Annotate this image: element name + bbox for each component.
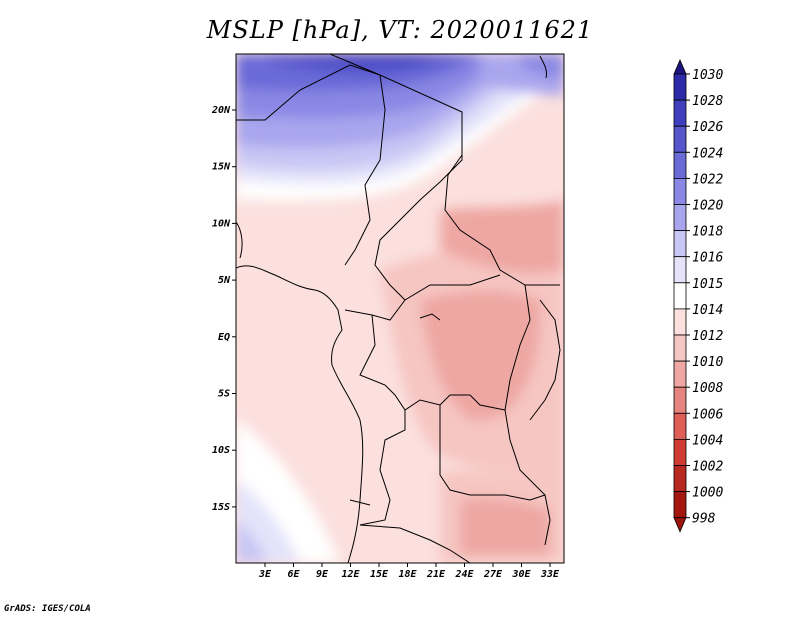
colorbar-label: 1016 [692, 251, 723, 266]
lat-tick-label: 5N [218, 275, 231, 286]
lon-tick-label: 15E [370, 569, 389, 580]
lat-tick-label: EQ [218, 332, 230, 343]
colorbar-label: 1002 [692, 460, 723, 475]
field-shading [236, 54, 564, 563]
colorbar-segment [673, 386, 687, 414]
border-segment-9 [439, 405, 546, 501]
lon-tick-label: 3E [258, 569, 272, 580]
colorbar-segment [673, 465, 687, 493]
river-mark-1 [419, 313, 441, 321]
lat-tick-label: 20N [211, 105, 231, 116]
border-segment-8 [359, 410, 406, 526]
colorbar-segment [673, 491, 687, 519]
colorbar-label: 1026 [692, 120, 723, 135]
lat-tick-label: 10S [212, 445, 230, 456]
colorbar: 1030 1028 1026 1024 1022 1020 1018 1016 1015 1014… [673, 58, 723, 533]
border-segment-6 [344, 299, 406, 321]
longitude-axis: 3E 6E 9E 12E 15E 18E 21E 24E 27E 30E 33E [258, 563, 560, 580]
colorbar-label: 998 [692, 512, 716, 527]
colorbar-segment [673, 204, 687, 232]
colorbar-label: 1014 [692, 303, 723, 318]
map-frame [235, 53, 565, 564]
lon-tick-label: 27E [483, 569, 503, 580]
colorbar-segment [673, 151, 687, 179]
border-segment-3 [344, 74, 386, 266]
colorbar-segment [673, 438, 687, 466]
lon-tick-label: 12E [341, 569, 360, 580]
lat-tick-label: 5S [218, 389, 230, 400]
colorbar-segment [673, 282, 687, 310]
colorbar-label: 1004 [692, 433, 723, 448]
lat-tick-label: 15N [212, 162, 231, 173]
colorbar-segment [673, 73, 687, 101]
colorbar-label: 1018 [692, 225, 723, 240]
colorbar-label: 1008 [692, 381, 723, 396]
colorbar-label: 1030 [692, 68, 723, 83]
lake-victoria-region [529, 299, 561, 421]
grads-credit: GrADS: IGES/COLA [4, 604, 91, 614]
border-segment-11 [359, 524, 471, 563]
lon-tick-label: 33E [540, 569, 560, 580]
colorbar-bottom-arrow [673, 517, 687, 533]
plot-title: MSLP [hPa], VT: 2020011621 [206, 16, 594, 44]
colorbar-label: 1024 [692, 146, 723, 161]
sinai-coast [539, 55, 547, 79]
coast-segment-1 [236, 221, 243, 259]
coastlines-and-borders [236, 54, 561, 563]
colorbar-segment [673, 334, 687, 362]
west-coastline [236, 265, 364, 563]
colorbar-segment [673, 230, 687, 258]
colorbar-segment [673, 99, 687, 127]
border-segment-7 [359, 314, 506, 411]
colorbar-label: 1015 [692, 277, 723, 292]
colorbar-label: 1028 [692, 94, 723, 109]
colorbar-segment [673, 125, 687, 153]
lon-tick-label: 24E [454, 569, 474, 580]
colorbar-segment [673, 256, 687, 284]
colorbar-top-arrow [673, 58, 687, 75]
lon-tick-label: 6E [287, 569, 300, 580]
lon-tick-label: 30E [511, 569, 531, 580]
pressure-field [236, 54, 564, 563]
lat-tick-label: 10N [212, 218, 231, 229]
colorbar-label: 1010 [692, 355, 723, 370]
colorbar-segment [673, 177, 687, 205]
colorbar-segment [673, 308, 687, 336]
lat-tick-label: 15S [212, 502, 230, 513]
border-segment-13 [349, 499, 371, 506]
lon-tick-label: 9E [316, 569, 329, 580]
lon-tick-label: 21E [426, 569, 446, 580]
colorbar-label: 1006 [692, 407, 723, 422]
colorbar-label: 1022 [692, 172, 723, 187]
colorbar-label: 1012 [692, 329, 723, 344]
border-segment-12 [504, 284, 531, 411]
latitude-axis: 20N 15N 10N 5N EQ 5S 10S 15S [211, 105, 236, 513]
lon-tick-label: 18E [398, 569, 417, 580]
border-segment-4 [444, 112, 560, 286]
colorbar-label: 1000 [692, 486, 723, 501]
border-segment-2 [236, 64, 381, 121]
colorbar-segment [673, 412, 687, 440]
border-segment-5 [374, 181, 501, 301]
colorbar-segment [673, 360, 687, 388]
border-segment-10 [504, 409, 551, 546]
colorbar-label: 1020 [692, 199, 723, 214]
